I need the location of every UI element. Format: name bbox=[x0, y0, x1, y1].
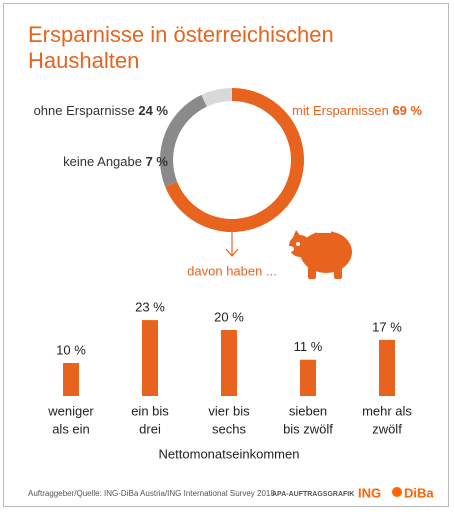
source: Auftraggeber/Quelle: ING-DiBa Austria/IN… bbox=[28, 489, 275, 498]
logo-right: DiBa bbox=[404, 485, 434, 500]
x-tick-label: vier bis bbox=[208, 403, 250, 418]
title: Ersparnisse in österreichischen Haushalt… bbox=[28, 22, 334, 73]
bar bbox=[379, 339, 395, 396]
value-label: 10 % bbox=[56, 342, 86, 357]
donut-label: keine Angabe 7 % bbox=[63, 154, 168, 169]
x-tick-label: sieben bbox=[289, 403, 327, 418]
x-tick-label: bis zwölf bbox=[283, 421, 333, 436]
bar bbox=[221, 330, 237, 396]
x-tick-label: drei bbox=[139, 421, 161, 436]
bar bbox=[142, 320, 158, 396]
value-label: 69 % bbox=[392, 103, 422, 118]
x-tick-label: ein bis bbox=[131, 403, 169, 418]
x-tick-label: zwölf bbox=[372, 421, 402, 436]
x-tick-label: als ein bbox=[52, 421, 90, 436]
logo-lion bbox=[392, 487, 402, 497]
category-label: mit Ersparnissen bbox=[292, 103, 389, 118]
credit: APA-AUFTRAGSGRAFIK bbox=[272, 491, 354, 498]
bar bbox=[63, 363, 79, 396]
logo-left: ING bbox=[358, 485, 381, 500]
x-axis-label: Nettomonatseinkommen bbox=[159, 446, 300, 461]
value-label: 11 % bbox=[294, 339, 323, 354]
donut-label: ohne Ersparnisse 24 % bbox=[34, 103, 169, 118]
donut-segment bbox=[160, 94, 207, 187]
x-tick-label: sechs bbox=[212, 421, 246, 436]
arrow-head bbox=[225, 248, 239, 257]
value-label: 17 % bbox=[372, 319, 402, 334]
bar bbox=[300, 359, 316, 396]
piggy-bank bbox=[286, 230, 352, 279]
value-label: 24 % bbox=[138, 103, 168, 118]
value-label: 23 % bbox=[135, 300, 165, 315]
annotation: davon haben ... bbox=[187, 263, 277, 278]
category-label: keine Angabe bbox=[63, 154, 142, 169]
donut-label: mit Ersparnissen 69 % bbox=[292, 103, 423, 118]
donut-segment bbox=[201, 88, 232, 107]
value-label: 7 % bbox=[146, 154, 169, 169]
x-tick-label: mehr als bbox=[362, 403, 412, 418]
value-label: 20 % bbox=[214, 309, 244, 324]
frame bbox=[3, 3, 449, 507]
category-label: ohne Ersparnisse bbox=[34, 103, 135, 118]
x-tick-label: weniger bbox=[47, 403, 94, 418]
